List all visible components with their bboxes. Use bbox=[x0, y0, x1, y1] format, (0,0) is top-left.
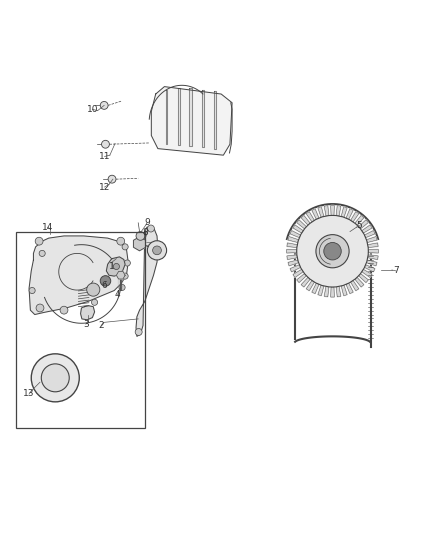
Polygon shape bbox=[341, 285, 347, 296]
Polygon shape bbox=[297, 220, 307, 229]
Polygon shape bbox=[312, 283, 319, 294]
Polygon shape bbox=[324, 206, 329, 216]
Circle shape bbox=[36, 304, 44, 312]
Circle shape bbox=[297, 215, 368, 287]
Polygon shape bbox=[151, 87, 232, 155]
Polygon shape bbox=[312, 209, 319, 219]
Circle shape bbox=[113, 263, 120, 270]
Circle shape bbox=[135, 328, 142, 335]
Text: 12: 12 bbox=[99, 182, 110, 191]
Polygon shape bbox=[301, 215, 310, 225]
Text: 10: 10 bbox=[87, 105, 98, 114]
Circle shape bbox=[100, 101, 108, 109]
Text: 7: 7 bbox=[393, 266, 399, 276]
Circle shape bbox=[316, 235, 349, 268]
Circle shape bbox=[29, 287, 35, 294]
Polygon shape bbox=[355, 215, 364, 225]
Text: 2: 2 bbox=[98, 321, 104, 330]
Polygon shape bbox=[287, 255, 297, 260]
Polygon shape bbox=[346, 209, 353, 219]
Polygon shape bbox=[81, 306, 95, 320]
Polygon shape bbox=[293, 269, 303, 278]
Polygon shape bbox=[214, 92, 216, 149]
Circle shape bbox=[60, 306, 68, 314]
Polygon shape bbox=[290, 231, 300, 238]
Bar bbox=[16, 231, 145, 428]
Polygon shape bbox=[362, 225, 372, 233]
Circle shape bbox=[152, 246, 161, 255]
Circle shape bbox=[31, 354, 79, 402]
Text: 4: 4 bbox=[115, 290, 120, 300]
Polygon shape bbox=[324, 286, 329, 297]
Polygon shape bbox=[367, 237, 377, 243]
Polygon shape bbox=[351, 212, 359, 222]
Polygon shape bbox=[364, 231, 375, 238]
Polygon shape bbox=[166, 90, 167, 144]
Text: 1: 1 bbox=[109, 262, 115, 271]
Polygon shape bbox=[293, 225, 303, 233]
Circle shape bbox=[122, 273, 128, 279]
Polygon shape bbox=[359, 220, 368, 229]
Circle shape bbox=[122, 244, 128, 250]
Text: 13: 13 bbox=[23, 390, 35, 399]
Polygon shape bbox=[336, 206, 341, 216]
Polygon shape bbox=[367, 260, 377, 266]
Polygon shape bbox=[287, 249, 297, 253]
Polygon shape bbox=[29, 236, 128, 314]
Polygon shape bbox=[301, 277, 310, 287]
Polygon shape bbox=[362, 269, 372, 278]
Polygon shape bbox=[368, 243, 378, 247]
Polygon shape bbox=[306, 280, 314, 290]
Text: 8: 8 bbox=[143, 228, 148, 237]
Polygon shape bbox=[331, 205, 334, 215]
Polygon shape bbox=[201, 90, 204, 147]
Circle shape bbox=[148, 225, 154, 232]
Polygon shape bbox=[189, 88, 192, 147]
Circle shape bbox=[117, 237, 125, 245]
Polygon shape bbox=[297, 273, 307, 282]
Circle shape bbox=[119, 285, 125, 290]
Polygon shape bbox=[359, 273, 368, 282]
Circle shape bbox=[87, 283, 100, 296]
Polygon shape bbox=[134, 237, 145, 251]
Polygon shape bbox=[341, 207, 347, 217]
Text: 9: 9 bbox=[144, 219, 150, 228]
Polygon shape bbox=[355, 277, 364, 287]
Polygon shape bbox=[318, 285, 324, 296]
Text: 3: 3 bbox=[83, 320, 89, 329]
Polygon shape bbox=[106, 257, 125, 276]
Text: 5: 5 bbox=[356, 221, 362, 230]
Polygon shape bbox=[117, 271, 125, 279]
Text: 11: 11 bbox=[99, 152, 110, 161]
Circle shape bbox=[324, 243, 341, 260]
Polygon shape bbox=[318, 207, 324, 217]
Polygon shape bbox=[368, 255, 378, 260]
Circle shape bbox=[92, 299, 98, 305]
Text: 14: 14 bbox=[42, 223, 53, 232]
Circle shape bbox=[108, 175, 116, 183]
Polygon shape bbox=[177, 88, 180, 145]
Circle shape bbox=[35, 237, 43, 245]
Polygon shape bbox=[364, 265, 375, 272]
Circle shape bbox=[102, 140, 110, 148]
Circle shape bbox=[124, 260, 131, 266]
Polygon shape bbox=[287, 243, 297, 247]
Circle shape bbox=[41, 364, 69, 392]
Circle shape bbox=[136, 231, 145, 240]
Circle shape bbox=[100, 276, 111, 286]
Polygon shape bbox=[336, 286, 341, 297]
Polygon shape bbox=[290, 265, 300, 272]
Polygon shape bbox=[351, 280, 359, 290]
Polygon shape bbox=[306, 212, 314, 222]
Polygon shape bbox=[288, 260, 299, 266]
Text: 6: 6 bbox=[102, 281, 107, 290]
Polygon shape bbox=[331, 287, 334, 297]
Polygon shape bbox=[288, 237, 299, 243]
Polygon shape bbox=[368, 249, 378, 253]
Polygon shape bbox=[136, 227, 158, 336]
Polygon shape bbox=[346, 283, 353, 294]
Circle shape bbox=[148, 241, 166, 260]
Circle shape bbox=[39, 251, 45, 256]
